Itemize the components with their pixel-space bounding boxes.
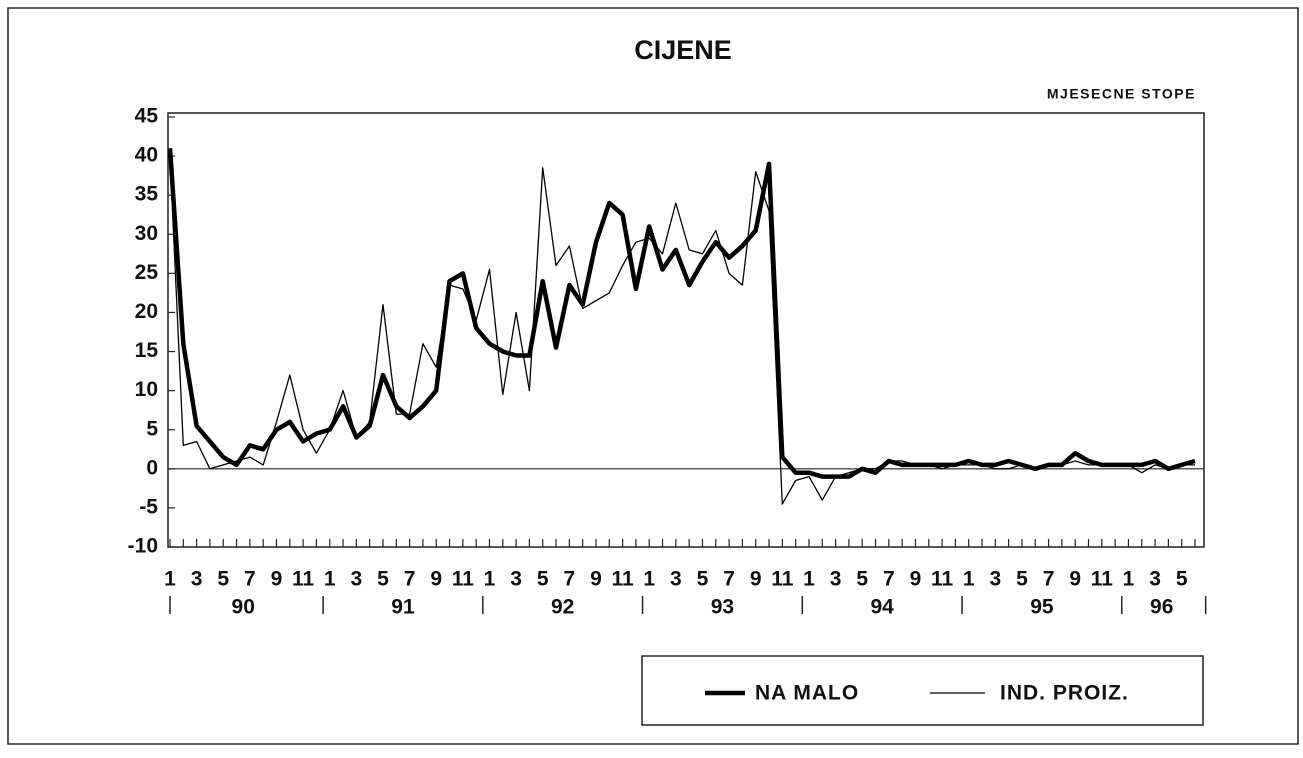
chart-subtitle: MJESECNE STOPE — [1047, 86, 1196, 102]
x-tick-label: 11 — [1091, 568, 1114, 591]
x-tick-label: 3 — [191, 568, 203, 591]
x-tick-label: 7 — [244, 568, 256, 591]
x-tick-label: 5 — [377, 568, 389, 591]
x-tick-label: 7 — [723, 568, 735, 591]
x-tick-label: 5 — [856, 568, 868, 591]
x-tick-label: 9 — [430, 568, 442, 591]
year-label: 93 — [711, 596, 734, 619]
x-tick-label: 9 — [750, 568, 762, 591]
y-tick-label: 35 — [135, 183, 159, 206]
x-tick-label: 11 — [931, 568, 954, 591]
x-tick-label: 7 — [564, 568, 576, 591]
year-label: 96 — [1150, 596, 1173, 619]
x-tick-label: 3 — [351, 568, 363, 591]
y-tick-label: 25 — [135, 261, 159, 284]
y-tick-label: 40 — [135, 144, 158, 167]
x-tick-label: 11 — [292, 568, 315, 591]
x-tick-label: 9 — [1069, 568, 1081, 591]
x-tick-label: 1 — [164, 568, 176, 591]
x-tick-label: 3 — [510, 568, 522, 591]
x-tick-label: 5 — [537, 568, 549, 591]
x-tick-label: 11 — [452, 568, 475, 591]
legend-label: NA MALO — [755, 682, 859, 705]
legend-box — [641, 655, 1204, 726]
x-tick-label: 7 — [404, 568, 416, 591]
year-label: 90 — [232, 596, 255, 619]
x-tick-label: 7 — [1043, 568, 1055, 591]
x-tick-label: 7 — [883, 568, 895, 591]
x-tick-label: 9 — [590, 568, 602, 591]
year-label: 94 — [870, 596, 894, 619]
y-tick-label: 15 — [135, 339, 159, 362]
y-tick-label: -5 — [139, 495, 158, 518]
x-tick-label: 9 — [910, 568, 922, 591]
y-tick-label: 45 — [135, 105, 159, 128]
x-tick-label: 5 — [1176, 568, 1188, 591]
series-line — [169, 156, 1195, 505]
x-tick-label: 5 — [217, 568, 229, 591]
year-label: 92 — [551, 596, 574, 619]
year-label: 91 — [391, 596, 415, 619]
legend-label: IND. PROIZ. — [1000, 682, 1129, 705]
year-label: 95 — [1030, 596, 1054, 619]
x-tick-label: 1 — [803, 568, 815, 591]
x-tick-label: 11 — [611, 568, 634, 591]
x-tick-label: 1 — [484, 568, 496, 591]
y-tick-label: 10 — [135, 378, 158, 401]
y-tick-label: 0 — [146, 456, 158, 479]
x-tick-label: 3 — [670, 568, 682, 591]
x-tick-label: 1 — [324, 568, 336, 591]
plot-frame — [167, 112, 1205, 548]
y-tick-label: 5 — [146, 417, 158, 440]
x-tick-label: 3 — [1149, 568, 1161, 591]
x-tick-label: 3 — [989, 568, 1001, 591]
x-tick-label: 5 — [697, 568, 709, 591]
y-tick-label: 20 — [135, 300, 158, 323]
x-tick-label: 11 — [771, 568, 794, 591]
x-tick-label: 3 — [830, 568, 842, 591]
y-tick-label: -10 — [128, 535, 158, 558]
x-tick-label: 1 — [643, 568, 655, 591]
x-tick-label: 1 — [1123, 568, 1135, 591]
y-tick-label: 30 — [135, 222, 158, 245]
series-line — [167, 148, 1196, 479]
frame — [7, 7, 1299, 745]
x-tick-label: 5 — [1016, 568, 1028, 591]
x-tick-label: 9 — [271, 568, 283, 591]
x-tick-label: 1 — [963, 568, 975, 591]
chart-title: CIJENE — [634, 35, 732, 65]
